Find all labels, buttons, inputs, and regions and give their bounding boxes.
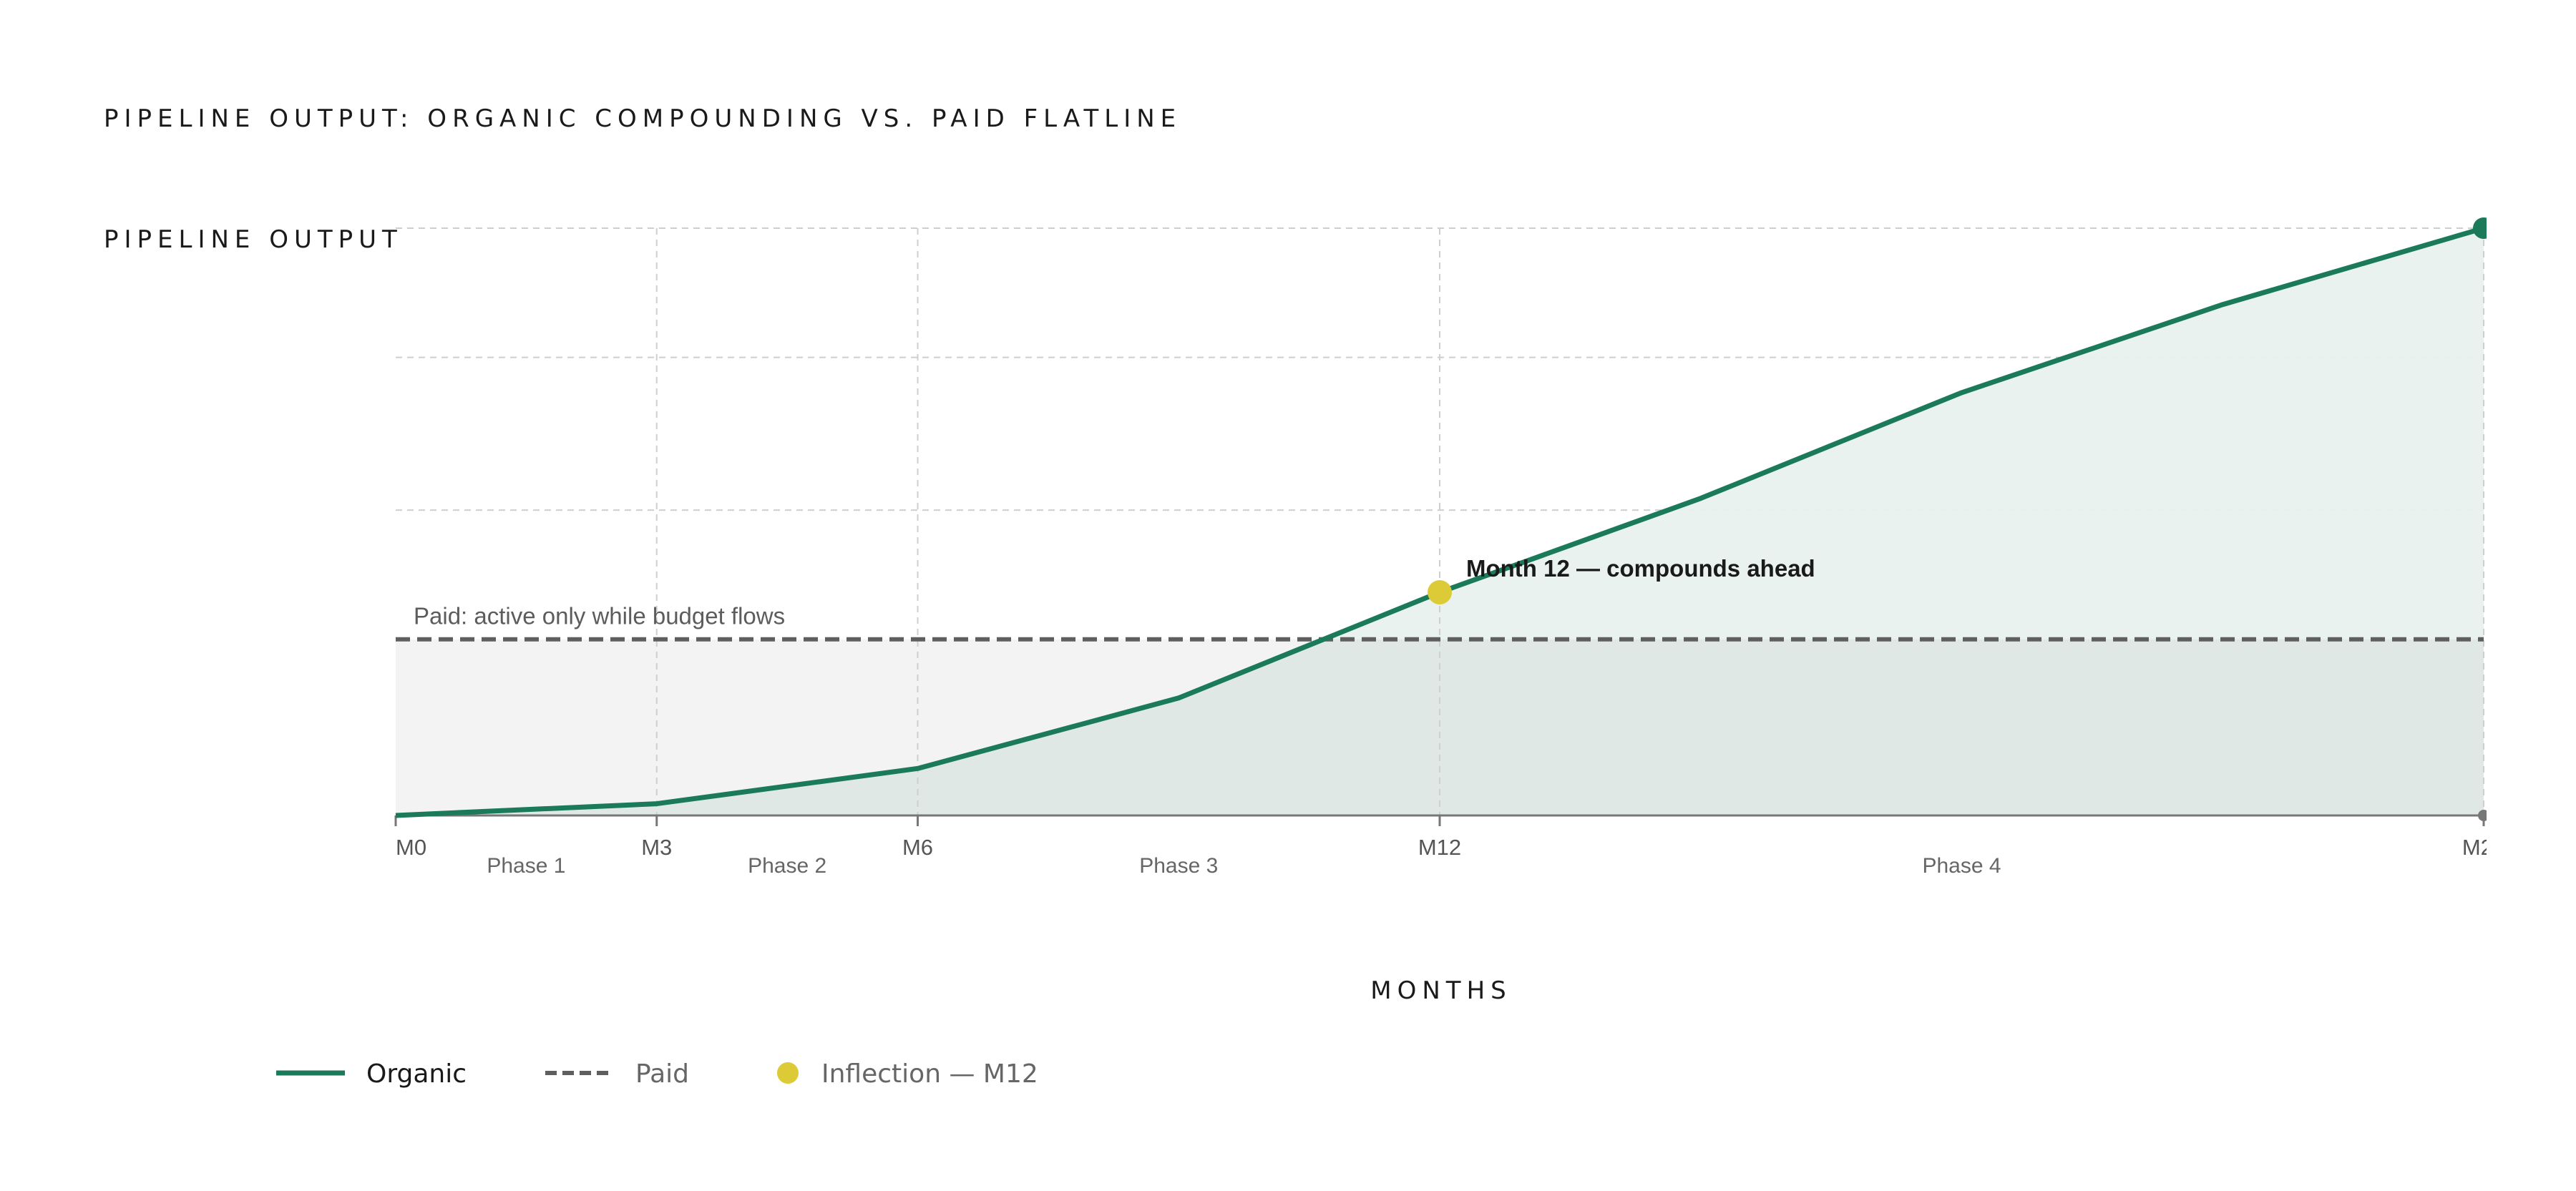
legend-inflection-label: Inflection — M12 <box>821 1059 1038 1089</box>
x-tick-label: M12 <box>1418 835 1461 860</box>
legend-paid-label: Paid <box>635 1059 689 1089</box>
x-tick-label: M3 <box>641 835 672 860</box>
plot-area: M0 M3 M6 M12 M24 Phase 1 Phase 2 Phase 3 Phase 4… <box>394 217 2505 878</box>
phase-label: Phase 3 <box>1139 854 1218 878</box>
chart-title: PIPELINE OUTPUT: ORGANIC COMPOUNDING VS.… <box>104 104 1181 133</box>
x-axis-label: MONTHS <box>1370 976 1511 1005</box>
phase-label: Phase 2 <box>748 854 826 878</box>
phase-label: Phase 1 <box>487 854 565 878</box>
x-tick-label: M0 <box>396 835 426 860</box>
phase-label: Phase 4 <box>1922 854 2001 878</box>
legend-inflection-swatch <box>777 1062 799 1084</box>
x-tick-label: M24 <box>2462 835 2505 860</box>
y-axis-label: PIPELINE OUTPUT <box>104 225 403 254</box>
inflection-point <box>1428 580 1452 605</box>
inflection-annotation: Month 12 — compounds ahead <box>1466 555 1815 582</box>
x-tick-label: M6 <box>902 835 933 860</box>
legend-organic-label: Organic <box>366 1059 467 1089</box>
organic-end-point <box>2473 217 2487 239</box>
legend: Organic Paid Inflection — M12 <box>276 1059 1038 1089</box>
paid-annotation: Paid: active only while budget flows <box>414 603 785 629</box>
